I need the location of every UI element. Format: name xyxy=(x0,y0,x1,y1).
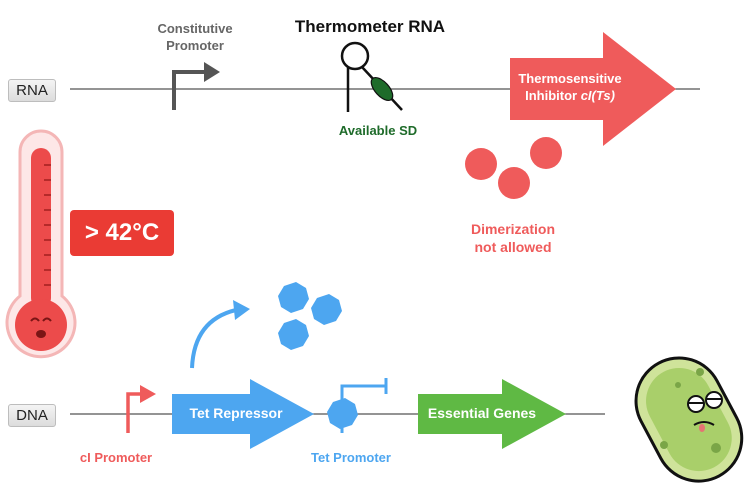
inhibitor-gene-label: Thermosensitive Inhibitor cI(Ts) xyxy=(510,70,630,104)
monomer-dot xyxy=(498,167,530,199)
temperature-badge-bg xyxy=(70,210,174,256)
inhibitor-gene-arrow xyxy=(510,32,676,146)
dimerization-label-line2: not allowed xyxy=(474,239,552,255)
dimerization-label-line1: Dimerization xyxy=(470,221,555,237)
monomer-dot xyxy=(530,137,562,169)
constitutive-promoter-label: Constitutive Promoter xyxy=(140,20,250,54)
tet-repressor-label: Tet Repressor xyxy=(189,405,283,421)
tet-promoter-label: Tet Promoter xyxy=(311,450,391,465)
essential-genes-arrow xyxy=(418,379,566,449)
inhibitor-label-prefix: Inhibitor xyxy=(525,88,581,103)
ci-promoter-label: cI Promoter xyxy=(79,450,153,465)
ci-promoter-icon xyxy=(126,385,156,433)
essential-genes-label: Essential Genes xyxy=(427,405,537,421)
tet-repressor-gene-arrow xyxy=(172,379,314,449)
tet-repressor-protein xyxy=(278,282,309,313)
tet-repressor-protein xyxy=(311,294,342,325)
monomer-dot xyxy=(465,148,497,180)
thermometer-rna-title: Thermometer RNA xyxy=(294,17,446,36)
dimerization-label: Dimerization not allowed xyxy=(450,220,576,256)
inhibitor-label-italic: cI(Ts) xyxy=(580,88,615,103)
rna-hairpin-icon xyxy=(340,41,403,112)
constitutive-promoter-label-line2: Promoter xyxy=(166,38,224,53)
constitutive-promoter-icon xyxy=(172,62,220,110)
dna-track-label: DNA xyxy=(8,404,56,427)
temperature-badge: > 42°C xyxy=(84,219,160,246)
expression-curved-arrow xyxy=(190,308,237,369)
constitutive-promoter-label-line1: Constitutive xyxy=(157,21,233,36)
bacterium-icon xyxy=(634,356,744,483)
available-sd-label: Available SD xyxy=(338,123,418,138)
thermometer-icon xyxy=(5,129,77,359)
rna-track-label: RNA xyxy=(8,79,56,102)
expression-arrowhead xyxy=(233,300,250,320)
inhibitor-label-line1: Thermosensitive xyxy=(518,71,622,86)
inhibitor-label-line2: Inhibitor cI(Ts) xyxy=(510,87,630,104)
tet-promoter-icon xyxy=(327,378,388,433)
tet-repressor-protein xyxy=(278,319,309,350)
